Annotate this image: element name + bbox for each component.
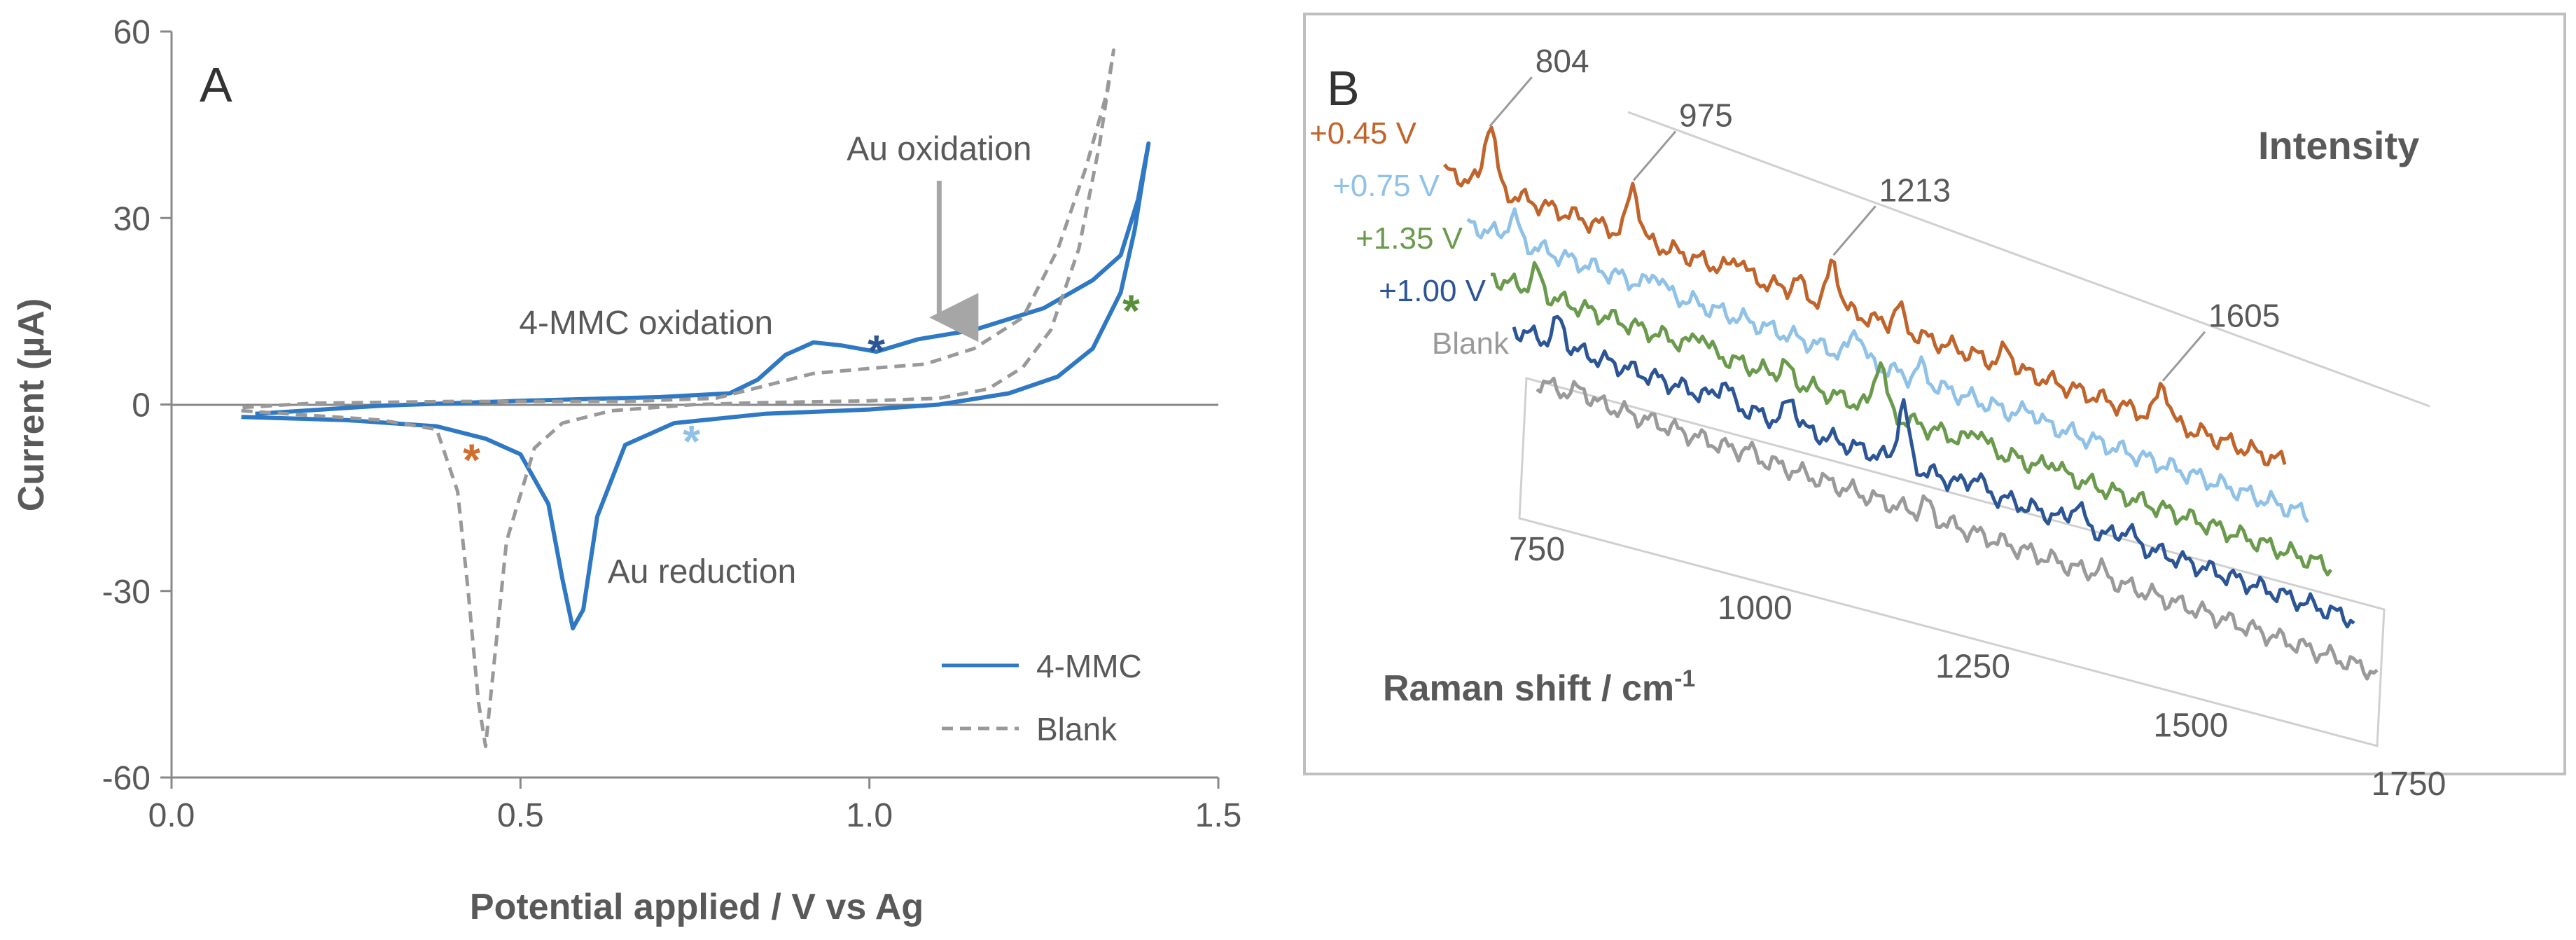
- b-intensity-label: Intensity: [2258, 123, 2419, 167]
- legend-4mmc-label: 4-MMC: [1036, 648, 1142, 684]
- annotation-label: Au oxidation: [847, 131, 1031, 168]
- marker-asterisk: *: [463, 435, 480, 485]
- b-x-tick-label: 1000: [1718, 590, 1792, 627]
- annotation-label: 4-MMC oxidation: [519, 305, 773, 342]
- panel-b-label: B: [1327, 61, 1360, 116]
- series-line-4mmc: [241, 141, 1151, 630]
- peak-label: 1605: [2208, 298, 2280, 334]
- panel-b: B Intensity 750 1000 1250 1500 1750 +0.45 V +…: [1303, 13, 2566, 803]
- b-x-tick-label: 1500: [2153, 707, 2228, 744]
- marker-asterisk: *: [683, 416, 700, 466]
- annotation-label: Au reduction: [608, 553, 797, 590]
- b-back-frame-line: [1627, 111, 2430, 408]
- series-line-blank: [241, 48, 1115, 749]
- spectrum-line: [1512, 315, 2355, 629]
- peak-label: 804: [1536, 43, 1589, 79]
- a-x-tick-label: 1.0: [846, 797, 893, 834]
- spectrum-line: [1536, 376, 2379, 681]
- b-floor-frame: [1518, 377, 2386, 747]
- b-x-tick-label: 1750: [2372, 766, 2446, 803]
- b-x-tick-label: 1250: [1935, 649, 2010, 686]
- a-y-axis-title: Current (µA): [11, 298, 52, 511]
- spectrum-line: [1443, 125, 2287, 466]
- peak-label: 975: [1679, 97, 1733, 134]
- a-y-tick-label: 30: [113, 200, 151, 237]
- a-x-tick-label: 0.5: [497, 797, 544, 834]
- a-y-tick-label: -30: [102, 574, 151, 611]
- peak-leader-line: [1832, 205, 1877, 256]
- b-x-axis-title: Raman shift / cm-1: [1383, 665, 1695, 709]
- marker-asterisk: *: [1122, 286, 1140, 336]
- a-y-tick-label: 60: [113, 14, 151, 51]
- series-label: +0.45 V: [1309, 116, 1417, 151]
- spectrum-line: [1491, 261, 2333, 576]
- peak-leader-line: [1632, 130, 1677, 181]
- b-x-tick-label: 750: [1509, 531, 1565, 568]
- peak-leader-line: [1489, 76, 1533, 127]
- peak-label: 1213: [1879, 172, 1951, 208]
- a-y-tick-label: 0: [132, 387, 151, 424]
- a-x-tick-label: 1.5: [1195, 797, 1242, 834]
- legend-blank-label: Blank: [1036, 711, 1118, 747]
- panel-a-label: A: [200, 57, 232, 112]
- panel-a: A 60 30 0 -30 -600.0 0.5 1.0 1.5 Au oxidation 4-…: [11, 14, 1241, 927]
- a-x-tick-label: 0.0: [148, 797, 195, 834]
- a-legend: 4-MMC Blank: [942, 648, 1142, 747]
- series-label: +1.00 V: [1379, 274, 1487, 308]
- spectrum-line: [1466, 207, 2310, 523]
- series-label: +1.35 V: [1356, 221, 1463, 256]
- a-y-tick-label: -60: [102, 760, 151, 797]
- b-x-axis-title-sup: -1: [1674, 665, 1695, 692]
- a-x-axis-title: Potential applied / V vs Ag: [470, 887, 924, 927]
- series-label: +0.75 V: [1332, 169, 1440, 203]
- peak-leader-line: [2161, 331, 2206, 382]
- b-x-axis-title-base: Raman shift / cm: [1383, 668, 1674, 709]
- series-label: Blank: [1432, 326, 1510, 361]
- panel-b-frame: [1303, 13, 2566, 775]
- marker-asterisk: *: [868, 326, 885, 376]
